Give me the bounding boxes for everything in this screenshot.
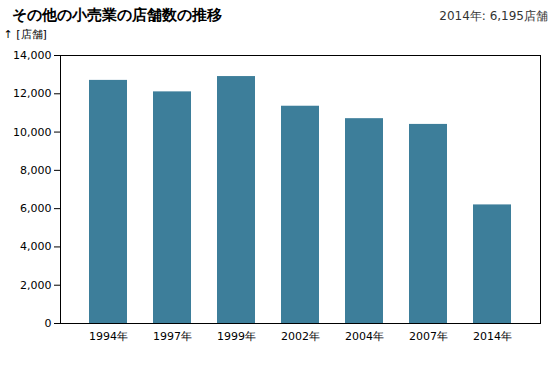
svg-text:2004年: 2004年 (345, 330, 384, 343)
svg-text:1994年: 1994年 (89, 330, 128, 343)
svg-text:1997年: 1997年 (153, 330, 192, 343)
svg-text:0: 0 (45, 317, 52, 330)
svg-text:2014年: 2014年 (473, 330, 512, 343)
svg-text:10,000: 10,000 (13, 126, 52, 139)
svg-text:4,000: 4,000 (20, 240, 52, 253)
html-text:その他の小売業の店舗数の推移: その他の小売業の店舗数の推移 (12, 6, 222, 24)
svg-text:14,000: 14,000 (13, 49, 52, 62)
svg-text:12,000: 12,000 (13, 87, 52, 100)
svg-text:6,000: 6,000 (20, 202, 52, 215)
svg-text:2002年: 2002年 (281, 330, 320, 343)
svg-text:8,000: 8,000 (20, 164, 52, 177)
svg-text:2,000: 2,000 (20, 279, 52, 292)
html-text:2014年: 6,195店舗: 2014年: 6,195店舗 (439, 9, 548, 23)
svg-text:2007年: 2007年 (409, 330, 448, 343)
svg-text:1999年: 1999年 (217, 330, 256, 343)
svg-text:↑ [店舗]: ↑ [店舗] (4, 28, 47, 41)
